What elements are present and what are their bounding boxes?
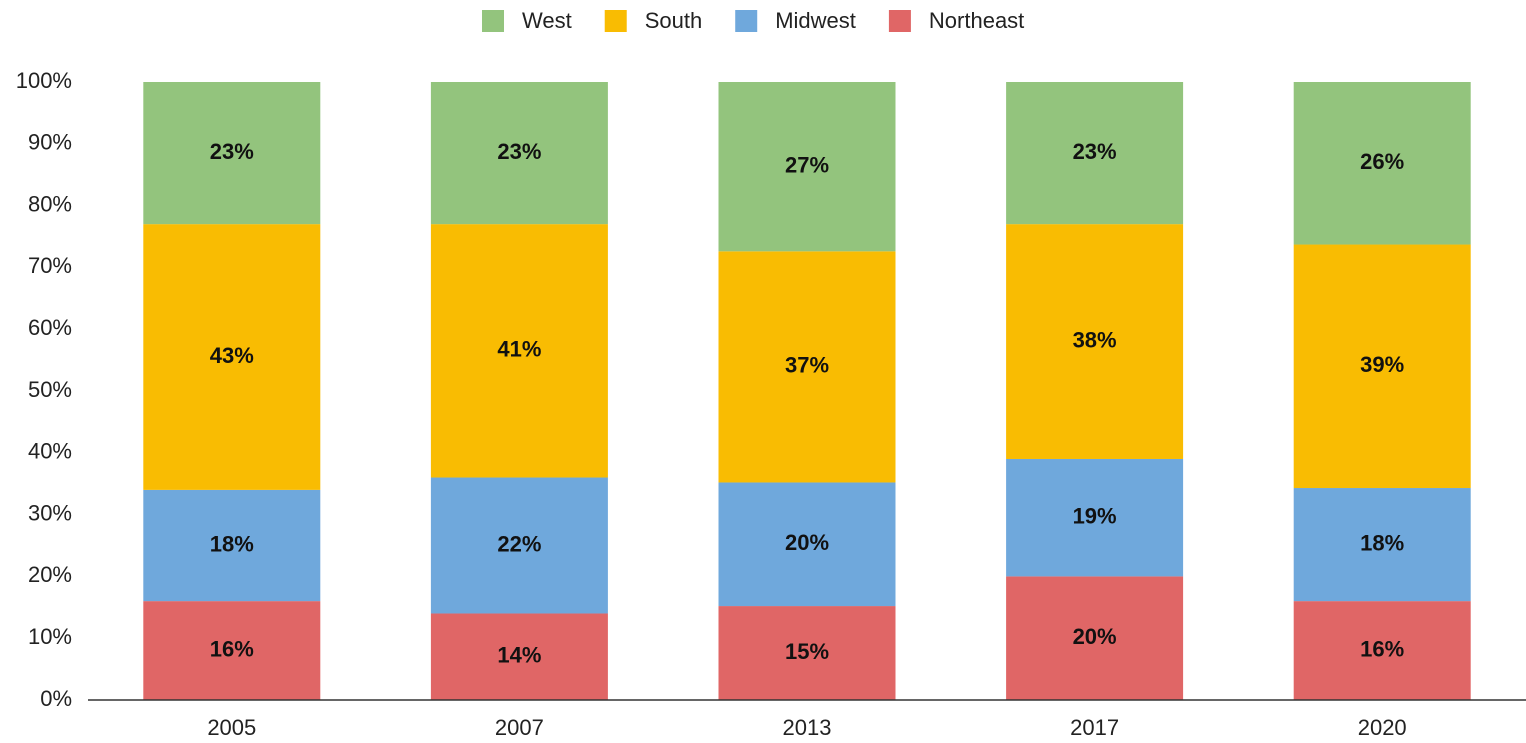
- bar-segment: [1006, 82, 1184, 225]
- legend-swatch: [604, 10, 627, 32]
- bar-segment: [143, 489, 321, 602]
- bar-segment: [718, 82, 896, 252]
- y-tick-label: 80%: [28, 191, 72, 216]
- data-label: 27%: [785, 152, 829, 177]
- x-tick-label: 2007: [495, 715, 544, 740]
- y-tick-label: 40%: [28, 439, 72, 464]
- bar-segment: [1293, 244, 1471, 489]
- bar-segment: [430, 477, 608, 614]
- bar-segment: [143, 601, 321, 700]
- data-label: 19%: [1073, 504, 1117, 529]
- data-label: 20%: [1073, 624, 1117, 649]
- bar-segment: [430, 224, 608, 478]
- bar-segment: [430, 82, 608, 225]
- y-tick-label: 10%: [28, 624, 72, 649]
- data-label: 14%: [497, 643, 541, 668]
- legend-label: Northeast: [929, 8, 1024, 33]
- y-tick-label: 30%: [28, 500, 72, 525]
- bar-segment: [143, 224, 321, 490]
- legend-swatch: [482, 10, 504, 32]
- bar-segment: [1006, 458, 1184, 577]
- bar-segment: [1293, 82, 1471, 245]
- bar-segment: [718, 251, 896, 483]
- bar-segment: [718, 606, 896, 700]
- bar-segment: [430, 613, 608, 700]
- legend-swatch: [888, 10, 911, 32]
- data-label: 20%: [785, 530, 829, 555]
- x-tick-label: 2005: [207, 715, 256, 740]
- legend-label: South: [645, 8, 703, 33]
- x-tick-label: 2013: [783, 715, 832, 740]
- data-label: 43%: [210, 343, 254, 368]
- data-label: 23%: [210, 139, 254, 164]
- y-tick-label: 0%: [40, 686, 72, 711]
- data-label: 26%: [1360, 149, 1404, 174]
- legend-swatch: [735, 10, 758, 32]
- legend-label: Midwest: [775, 8, 856, 33]
- x-tick-label: 2017: [1070, 715, 1119, 740]
- bar-segment: [1293, 601, 1471, 700]
- data-label: 15%: [785, 639, 829, 664]
- x-tick-label: 2020: [1358, 715, 1407, 740]
- bar-segment: [718, 482, 896, 607]
- data-label: 37%: [785, 353, 829, 378]
- bar-segment: [1006, 224, 1184, 459]
- y-tick-label: 90%: [28, 130, 72, 155]
- y-tick-label: 60%: [28, 315, 72, 340]
- data-label: 38%: [1073, 327, 1117, 352]
- bar-segment: [143, 82, 321, 225]
- data-label: 16%: [1360, 636, 1404, 661]
- data-label: 23%: [1073, 139, 1117, 164]
- y-tick-label: 50%: [28, 377, 72, 402]
- y-tick-label: 20%: [28, 562, 72, 587]
- data-label: 23%: [497, 139, 541, 164]
- data-label: 18%: [210, 531, 254, 556]
- bar-segment: [1293, 488, 1471, 602]
- legend-label: West: [522, 8, 572, 33]
- data-label: 41%: [497, 337, 541, 362]
- y-tick-label: 70%: [28, 253, 72, 278]
- data-label: 22%: [497, 531, 541, 556]
- data-label: 39%: [1360, 352, 1404, 377]
- y-tick-label: 100%: [16, 68, 72, 93]
- data-label: 18%: [1360, 530, 1404, 555]
- data-label: 16%: [210, 636, 254, 661]
- bar-segment: [1006, 576, 1184, 700]
